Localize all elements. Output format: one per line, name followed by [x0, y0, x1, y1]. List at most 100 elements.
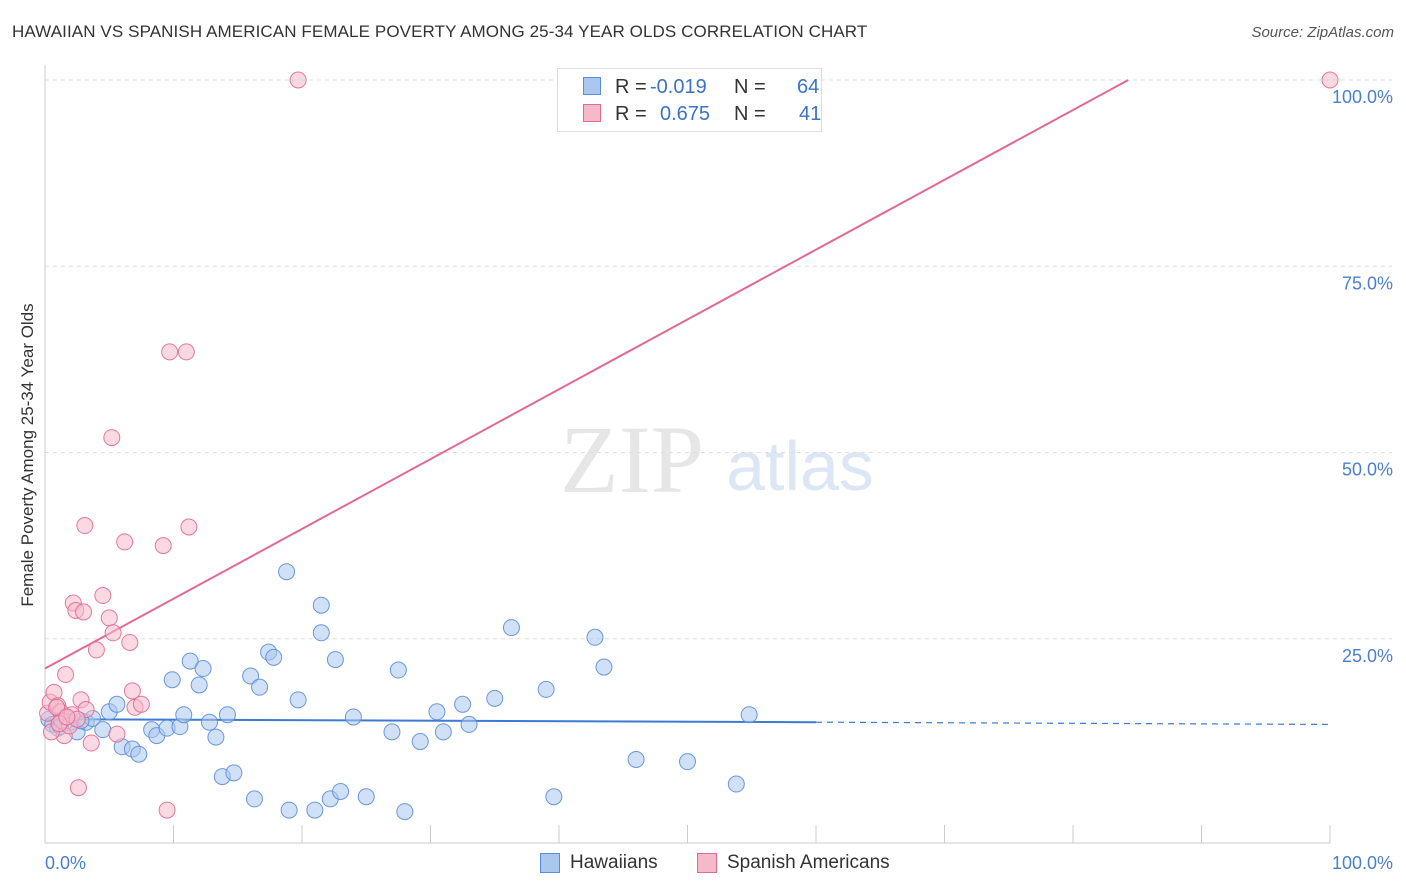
gridlines [45, 79, 1392, 640]
hawaiians-point [163, 671, 181, 689]
spanish-americans-point [69, 779, 87, 797]
series-name: Hawaiians [570, 852, 658, 873]
hawaiians-point [251, 678, 269, 696]
hawaiians-point [225, 764, 243, 782]
hawaiians-point [280, 801, 298, 819]
x-tick-label: 0.0% [45, 853, 86, 873]
hawaiians-point [207, 728, 225, 746]
legend-r-value: 0.675 [660, 103, 711, 125]
correlation-legend: R = -0.019 N = 64 R = 0.675 N = 41 [557, 68, 822, 132]
hawaiians-point [411, 733, 429, 751]
y-axis-label: Female Poverty Among 25-34 Year Olds [18, 303, 37, 607]
hawaiians-point [278, 563, 296, 581]
x-tick-label: 100.0% [1332, 853, 1393, 873]
hawaiians-point [175, 706, 193, 724]
hawaiians-point [727, 775, 745, 793]
source-label: Source: ZipAtlas.com [1251, 24, 1394, 41]
hawaiians-point [289, 691, 307, 709]
legend-n-label: N = [734, 103, 766, 125]
data-points [39, 71, 1339, 821]
spanish-americans-point [158, 801, 176, 819]
y-tick-label: 100.0% [1332, 87, 1393, 107]
hawaiians-trend-line [44, 718, 817, 724]
hawaiians-point [94, 721, 112, 739]
tick-labels: 25.0% 50.0% 75.0% 100.0% 0.0% 100.0% [45, 87, 1393, 873]
hawaiians-point [190, 676, 208, 694]
hawaiians-point [181, 652, 199, 670]
hawaiians-point [586, 628, 604, 646]
spanish-americans-point [57, 666, 75, 684]
hawaiians-point [396, 803, 414, 821]
legend-r-label: R = [615, 103, 647, 125]
spanish-americans-point [76, 517, 94, 535]
hawaiians-point [486, 689, 504, 707]
hawaiians-point [265, 648, 283, 666]
spanish-americans-point [116, 533, 134, 551]
spanish-americans-point [180, 518, 198, 536]
hawaiians-point [454, 695, 472, 713]
hawaiians-point [627, 750, 645, 768]
hawaiians-point [595, 658, 613, 676]
hawaiians-point [242, 667, 260, 685]
spanish-americans-point [94, 587, 112, 605]
hawaiians-point [545, 788, 563, 806]
spanish-americans-point [87, 641, 105, 659]
y-tick-label: 75.0% [1342, 273, 1393, 293]
hawaiians-point [218, 706, 236, 724]
hawaiians-point [245, 790, 263, 808]
watermark-atlas: atlas [726, 427, 874, 505]
watermark: ZIP atlas [560, 406, 874, 513]
spanish-americans-point [108, 725, 126, 743]
series-swatch-pink [697, 853, 717, 873]
hawaiians-point [383, 723, 401, 741]
hawaiians-point [344, 708, 362, 726]
spanish-americans-point [104, 624, 122, 642]
hawaiians-point [312, 596, 330, 614]
spanish-americans-point [82, 734, 100, 752]
hawaiians-point [357, 788, 375, 806]
spanish-americans-point [123, 682, 141, 700]
legend-swatch-blue [583, 77, 601, 95]
spanish-americans-point [132, 695, 150, 713]
hawaiians-point [108, 695, 126, 713]
legend-n-value: 64 [797, 76, 820, 98]
spanish-americans-point [121, 633, 139, 651]
legend-n-label: N = [734, 76, 766, 98]
legend-r-label: R = [615, 76, 647, 98]
spanish-americans-point [58, 708, 76, 726]
hawaiians-point [312, 624, 330, 642]
trend-lines [44, 79, 1331, 726]
hawaiians-point [460, 715, 478, 733]
hawaiians-point [194, 660, 212, 678]
hawaiians-point [740, 706, 758, 724]
chart-title: HAWAIIAN VS SPANISH AMERICAN FEMALE POVE… [12, 22, 868, 41]
series-swatch-blue [540, 853, 560, 873]
watermark-zip: ZIP [560, 406, 704, 513]
spanish-americans-point [161, 343, 179, 361]
hawaiians-point [502, 619, 520, 637]
spanish-americans-point [154, 537, 172, 555]
legend-r-value: -0.019 [650, 76, 707, 98]
hawaiians-point [200, 713, 218, 731]
hawaiians-point [428, 703, 446, 721]
spanish-americans-point [177, 343, 195, 361]
y-tick-label: 50.0% [1342, 460, 1393, 480]
legend-swatch-pink [583, 104, 601, 122]
hawaiians-point [326, 651, 344, 669]
hawaiians-point [434, 723, 452, 741]
spanish-americans-point [1321, 71, 1339, 89]
spanish-americans-trend-line [44, 79, 1129, 670]
hawaiians-point [679, 753, 696, 771]
hawaiians-point [537, 680, 555, 698]
series-name: Spanish Americans [727, 852, 890, 873]
hawaiians-point [306, 801, 324, 819]
y-tick-label: 25.0% [1342, 646, 1393, 666]
hawaiians-trend-extension [815, 721, 1331, 726]
hawaiians-point [389, 661, 407, 679]
spanish-americans-point [100, 609, 118, 627]
legend-n-value: 41 [799, 103, 822, 125]
hawaiians-point [332, 782, 350, 800]
spanish-americans-point [103, 429, 121, 447]
spanish-americans-point [289, 71, 307, 89]
